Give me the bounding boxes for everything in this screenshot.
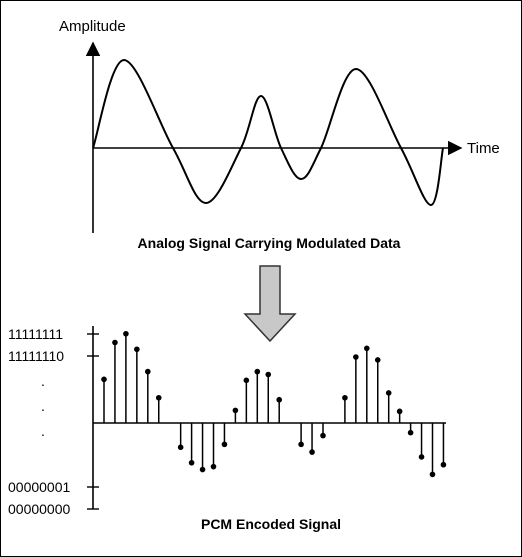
- sample-point: [254, 368, 261, 375]
- sample-point: [155, 394, 162, 401]
- sample-point: [298, 441, 304, 448]
- y-tick-label: 00000001: [8, 479, 71, 495]
- sample-point: [265, 371, 272, 378]
- sample-point: [440, 461, 447, 468]
- time-label: Time: [467, 140, 500, 157]
- pcm-caption: PCM Encoded Signal: [201, 516, 341, 532]
- sample-point: [276, 396, 283, 403]
- y-tick-label: .: [41, 398, 45, 414]
- analog-caption: Analog Signal Carrying Modulated Data: [138, 235, 401, 251]
- analog-signal-panel: Amplitude Time Analog Signal Carrying Mo…: [59, 18, 500, 251]
- sample-point: [145, 368, 151, 375]
- pcm-signal-panel: 11111111 11111110 . . . 00000001 0000000…: [8, 326, 447, 532]
- y-tick-label: 11111110: [8, 348, 64, 364]
- sample-point: [374, 357, 381, 363]
- sample-point: [112, 339, 118, 346]
- sample-point: [309, 449, 315, 455]
- sample-point: [243, 377, 250, 384]
- sample-point: [199, 466, 206, 473]
- sample-point: [177, 444, 184, 451]
- pcm-samples: [101, 330, 447, 478]
- sample-point: [232, 407, 239, 414]
- sample-point: [123, 330, 129, 337]
- amplitude-label: Amplitude: [59, 18, 126, 35]
- sample-point: [385, 390, 392, 396]
- sample-point: [429, 471, 436, 478]
- sample-point: [353, 354, 359, 360]
- sample-point: [342, 394, 348, 401]
- sample-point: [396, 408, 403, 415]
- y-tick-label: .: [41, 423, 45, 439]
- sample-point: [210, 463, 217, 470]
- sample-point: [364, 345, 370, 352]
- sample-point: [418, 454, 425, 460]
- sample-point: [188, 459, 195, 466]
- down-arrow-icon: [243, 265, 297, 343]
- sample-point: [134, 346, 140, 353]
- sample-point: [407, 429, 414, 436]
- analog-wave: [92, 58, 444, 207]
- y-tick-label: .: [41, 373, 45, 389]
- sample-point: [221, 441, 228, 448]
- sample-point: [320, 432, 326, 439]
- y-tick-label: 00000000: [8, 501, 71, 517]
- y-tick-label: 11111111: [8, 326, 63, 342]
- sample-point: [101, 376, 107, 383]
